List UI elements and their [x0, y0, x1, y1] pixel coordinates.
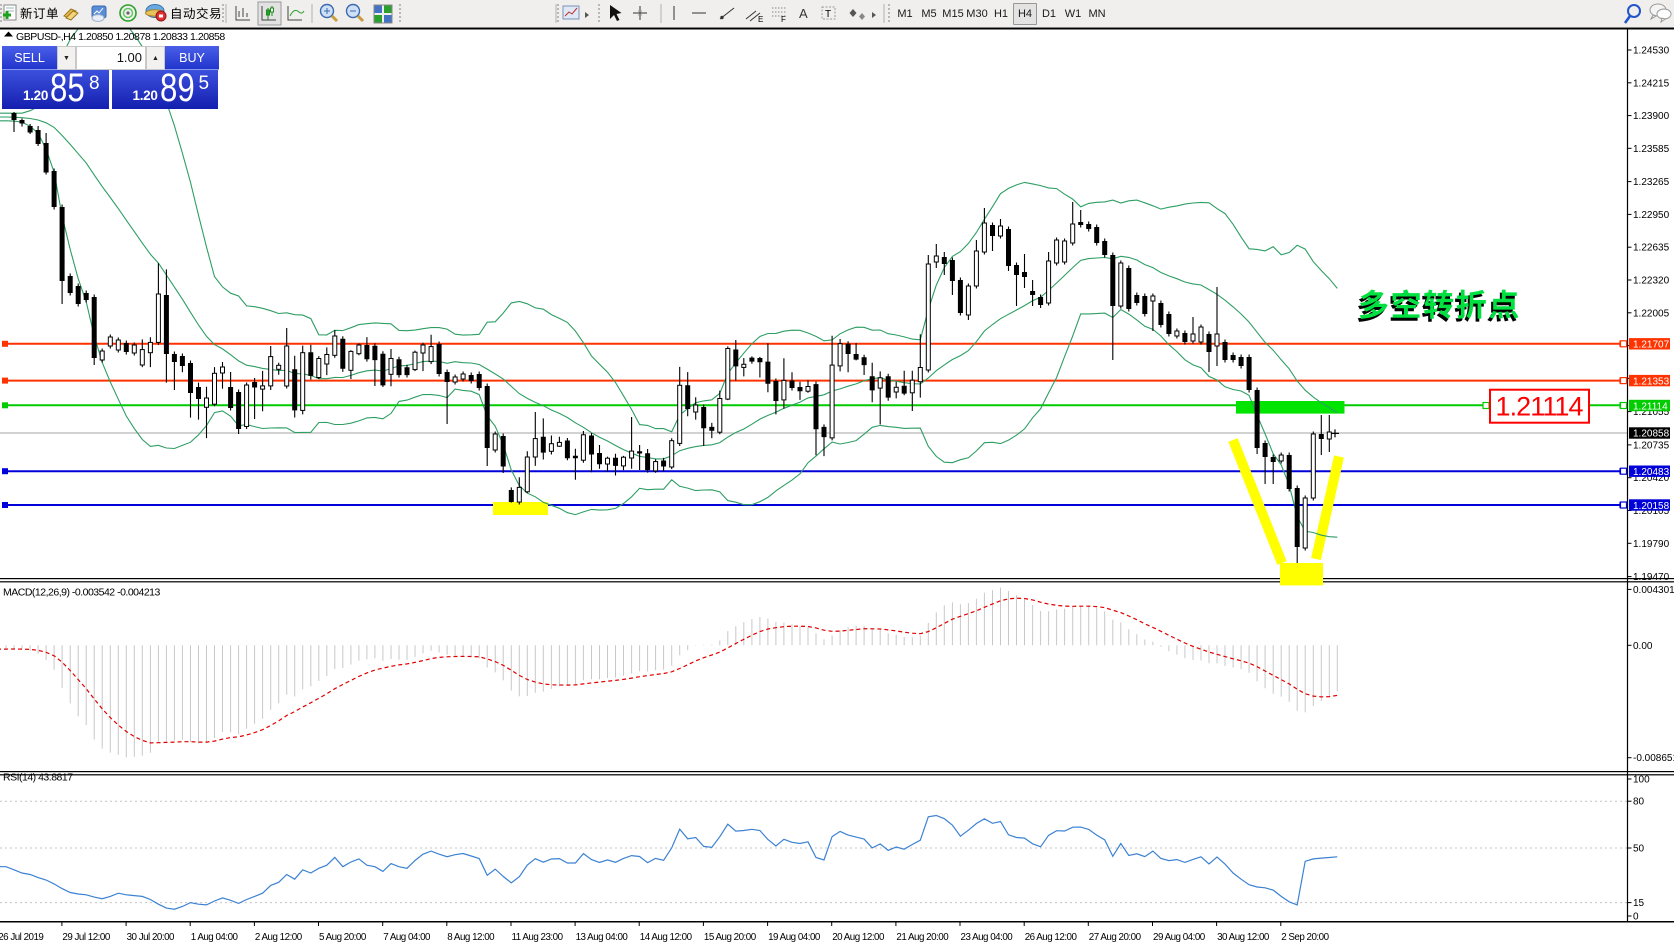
svg-text:1.20483: 1.20483	[1633, 467, 1670, 478]
svg-text:14 Aug 12:00: 14 Aug 12:00	[640, 932, 693, 943]
svg-text:2 Aug 12:00: 2 Aug 12:00	[255, 932, 303, 943]
svg-text:0: 0	[1633, 912, 1639, 923]
svg-text:0.00: 0.00	[1633, 641, 1653, 652]
svg-text:1.23265: 1.23265	[1633, 177, 1670, 188]
svg-text:8 Aug 12:00: 8 Aug 12:00	[447, 932, 495, 943]
svg-text:1.19470: 1.19470	[1633, 572, 1670, 583]
svg-text:1.23900: 1.23900	[1633, 111, 1670, 122]
svg-text:7 Aug 04:00: 7 Aug 04:00	[383, 932, 431, 943]
svg-text:13 Aug 04:00: 13 Aug 04:00	[576, 932, 629, 943]
svg-text:1.22635: 1.22635	[1633, 243, 1670, 254]
svg-text:26 Jul 2019: 26 Jul 2019	[0, 932, 43, 943]
svg-text:5 Aug 20:00: 5 Aug 20:00	[319, 932, 367, 943]
svg-text:19 Aug 04:00: 19 Aug 04:00	[768, 932, 821, 943]
svg-text:26 Aug 12:00: 26 Aug 12:00	[1025, 932, 1078, 943]
svg-text:1.20735: 1.20735	[1633, 440, 1670, 451]
svg-text:1.21055: 1.21055	[1633, 407, 1670, 418]
svg-text:1.22320: 1.22320	[1633, 276, 1670, 287]
svg-text:29 Jul 12:00: 29 Jul 12:00	[62, 932, 110, 943]
svg-text:1.20105: 1.20105	[1633, 506, 1670, 517]
svg-text:30 Jul 20:00: 30 Jul 20:00	[127, 932, 175, 943]
svg-text:80: 80	[1633, 797, 1645, 808]
svg-text:11 Aug 23:00: 11 Aug 23:00	[512, 932, 564, 943]
svg-text:RSI(14) 43.8817: RSI(14) 43.8817	[3, 772, 73, 784]
svg-text:1.20858: 1.20858	[1633, 429, 1670, 440]
svg-text:100: 100	[1633, 775, 1650, 786]
svg-text:A: A	[799, 6, 808, 21]
svg-text:1.24215: 1.24215	[1633, 78, 1670, 89]
svg-text:1.21114: 1.21114	[1496, 392, 1584, 422]
svg-text:E: E	[758, 15, 763, 24]
svg-text:1.19790: 1.19790	[1633, 539, 1670, 550]
svg-text:15 Aug 20:00: 15 Aug 20:00	[704, 932, 757, 943]
svg-text:1.20420: 1.20420	[1633, 473, 1670, 484]
svg-text:1 Aug 04:00: 1 Aug 04:00	[191, 932, 239, 943]
svg-text:-0.008651: -0.008651	[1633, 753, 1674, 764]
svg-text:23 Aug 04:00: 23 Aug 04:00	[961, 932, 1014, 943]
svg-text:F: F	[781, 15, 786, 24]
svg-text:1.22005: 1.22005	[1633, 308, 1670, 319]
svg-text:50: 50	[1633, 844, 1645, 855]
svg-text:2 Sep 20:00: 2 Sep 20:00	[1281, 932, 1329, 943]
svg-text:MACD(12,26,9) -0.003542 -0.004: MACD(12,26,9) -0.003542 -0.004213	[3, 587, 161, 599]
svg-text:15: 15	[1633, 898, 1645, 909]
svg-text:T: T	[825, 9, 831, 20]
svg-text:29 Aug 04:00: 29 Aug 04:00	[1153, 932, 1206, 943]
svg-text:20 Aug 12:00: 20 Aug 12:00	[832, 932, 885, 943]
svg-text:1.20158: 1.20158	[1633, 501, 1670, 512]
svg-text:1.24530: 1.24530	[1633, 46, 1670, 57]
svg-text:21 Aug 20:00: 21 Aug 20:00	[896, 932, 949, 943]
svg-text:1.21707: 1.21707	[1633, 340, 1670, 351]
svg-text:1.21353: 1.21353	[1633, 376, 1670, 387]
svg-text:30 Aug 12:00: 30 Aug 12:00	[1217, 932, 1270, 943]
svg-text:1.23585: 1.23585	[1633, 144, 1670, 155]
svg-text:27 Aug 20:00: 27 Aug 20:00	[1089, 932, 1142, 943]
svg-text:1.21114: 1.21114	[1633, 401, 1668, 412]
svg-text:GBPUSD-,H4 1.20850 1.20878 1.: GBPUSD-,H4 1.20850 1.20878 1.20833 1.208…	[16, 31, 225, 43]
svg-text:1.22950: 1.22950	[1633, 210, 1670, 221]
svg-text:0.004301: 0.004301	[1633, 585, 1674, 596]
